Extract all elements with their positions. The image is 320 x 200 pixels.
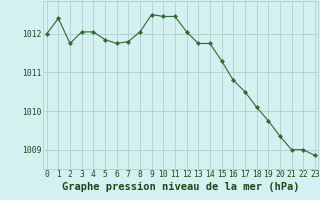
X-axis label: Graphe pression niveau de la mer (hPa): Graphe pression niveau de la mer (hPa): [62, 182, 300, 192]
